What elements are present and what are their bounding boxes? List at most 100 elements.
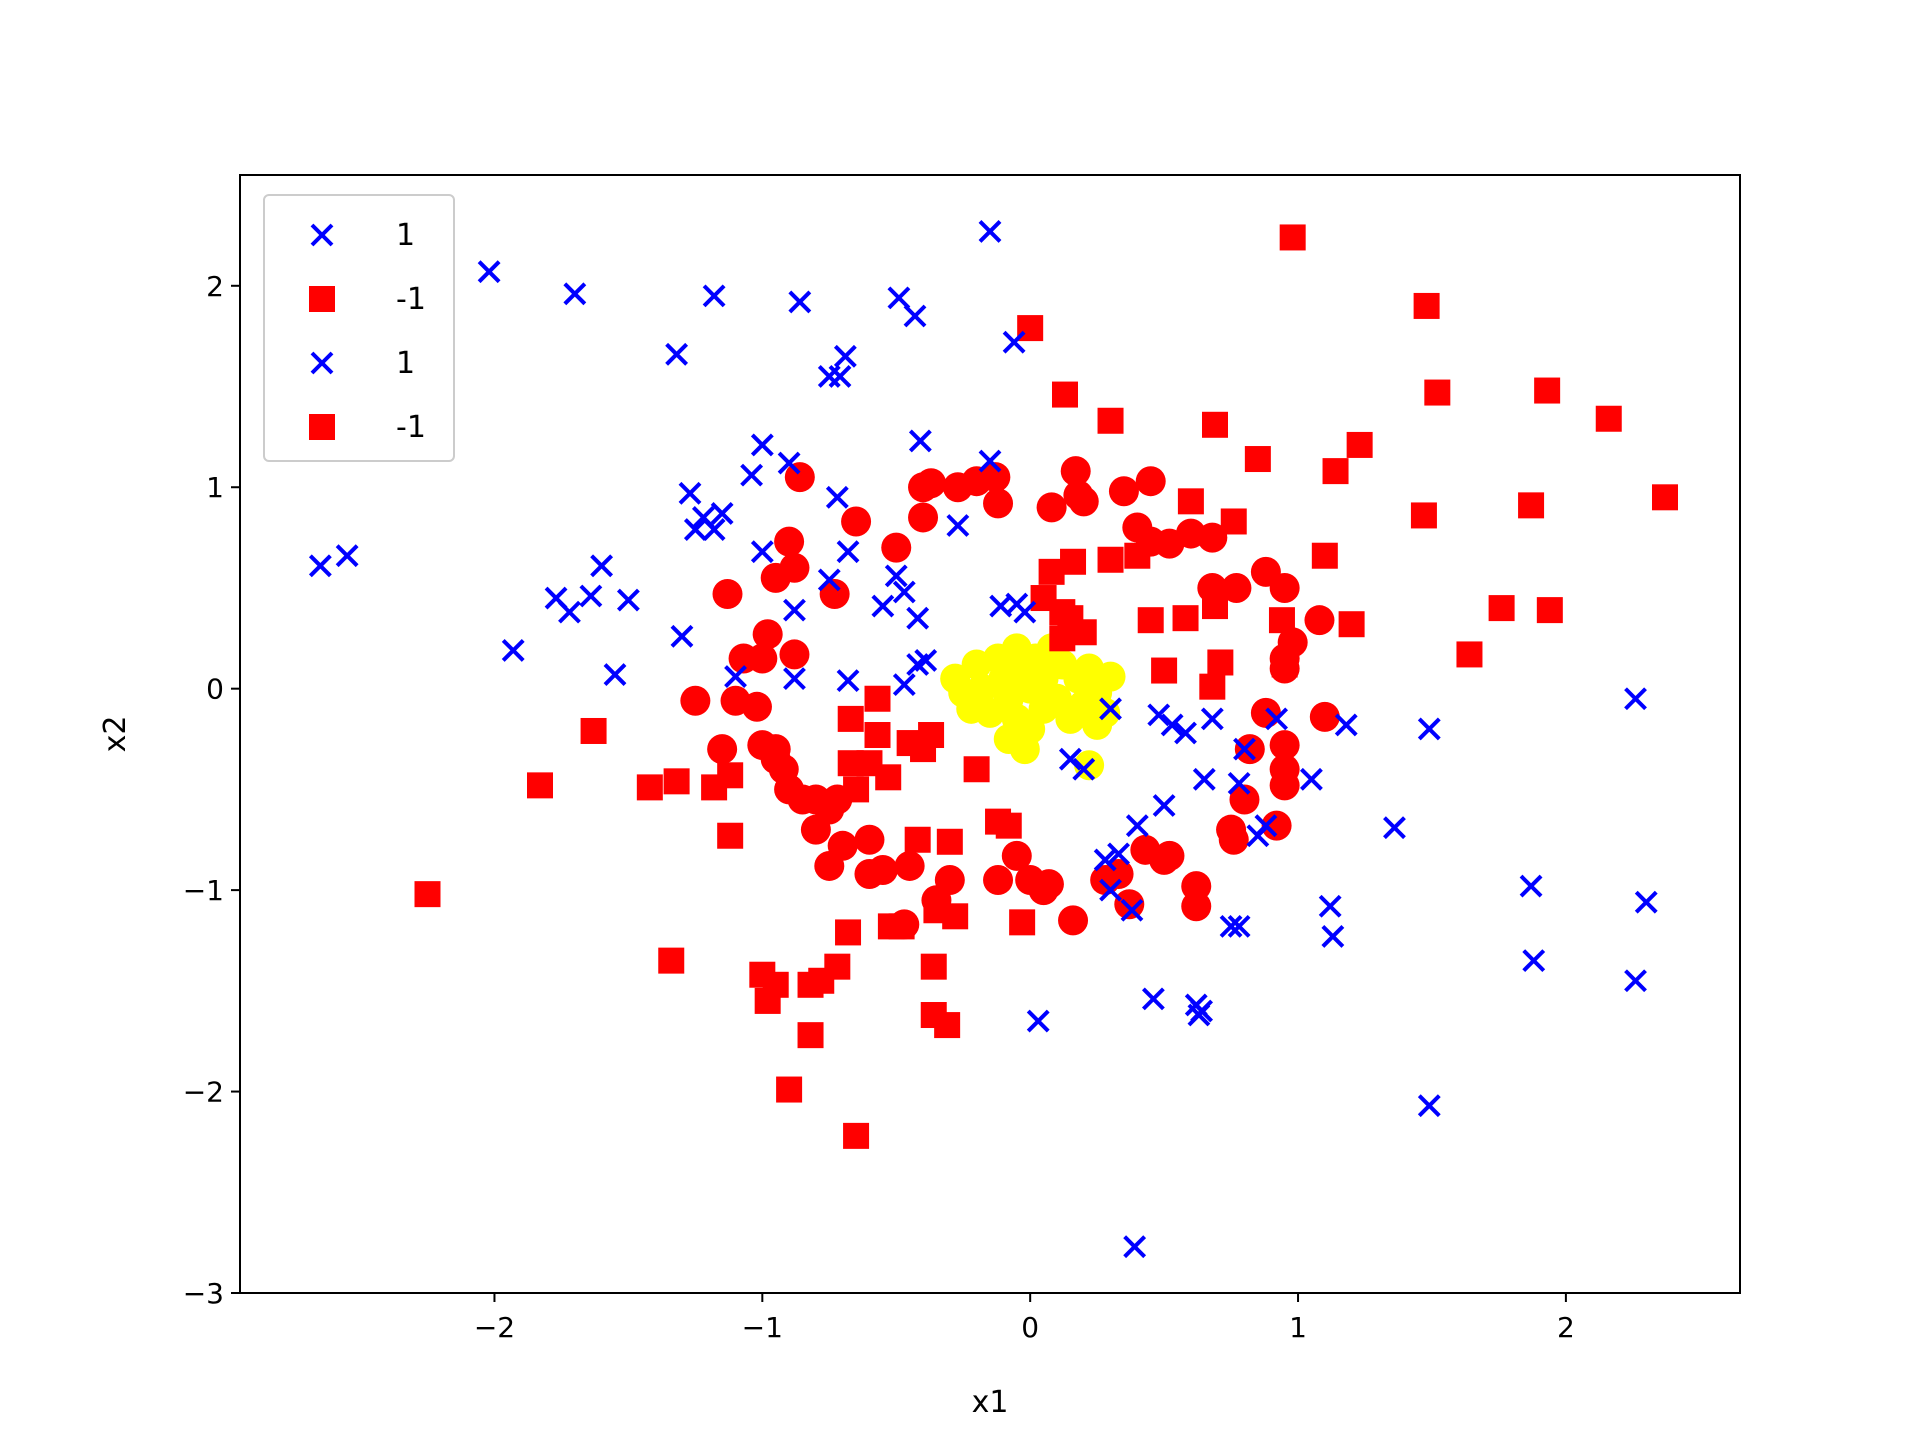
- data-point-circle: [741, 691, 772, 722]
- data-point-cross: [1174, 721, 1197, 745]
- data-point-cross: [501, 638, 525, 662]
- data-point-circle: [1033, 869, 1064, 900]
- data-point-circle: [712, 578, 743, 609]
- data-point-square: [527, 772, 553, 799]
- data-point-circle: [1108, 476, 1139, 507]
- data-point-cross: [724, 665, 747, 689]
- data-point-circle: [1001, 840, 1032, 871]
- data-point-square: [1456, 641, 1483, 668]
- data-point-circle: [752, 619, 783, 650]
- data-point-cross: [1107, 842, 1130, 866]
- data-point-square: [717, 762, 744, 789]
- x-tick-label: 2: [1557, 1311, 1575, 1344]
- x-tick-label: 1: [1289, 1311, 1307, 1344]
- data-point-cross: [1227, 914, 1251, 938]
- data-point-cross: [1099, 697, 1122, 721]
- data-point-circle: [707, 734, 738, 765]
- legend-box: [263, 194, 455, 462]
- data-point-square: [1244, 446, 1271, 473]
- data-point-cross: [678, 481, 702, 505]
- data-point-square: [797, 1022, 824, 1049]
- data-point-cross: [871, 594, 895, 618]
- data-point-square: [875, 764, 902, 791]
- data-point-circle: [1181, 871, 1212, 902]
- data-point-circle: [1060, 456, 1091, 487]
- data-point-cross: [828, 365, 852, 388]
- data-point-circle: [827, 830, 858, 861]
- data-point-cross: [1417, 717, 1441, 741]
- data-point-cross: [477, 260, 501, 284]
- data-point-cross: [616, 588, 640, 612]
- data-point-cross: [1152, 794, 1176, 817]
- data-point-square: [1052, 381, 1078, 408]
- data-point-square: [1151, 657, 1178, 684]
- data-point-cross: [978, 449, 1002, 473]
- data-point-cross: [590, 554, 614, 578]
- x-tick-label: 0: [1021, 1311, 1039, 1344]
- data-point-cross: [825, 485, 849, 509]
- data-point-cross: [892, 580, 916, 604]
- data-point-yellow-circle: [956, 693, 987, 724]
- data-point-square: [995, 812, 1022, 839]
- y-axis-label: x2: [98, 716, 133, 753]
- data-point-square: [1049, 625, 1076, 652]
- data-point-square: [1488, 595, 1515, 622]
- data-point-square: [1271, 651, 1298, 678]
- data-point-circle: [1309, 701, 1340, 732]
- data-point-square: [837, 705, 864, 732]
- data-point-circle: [1229, 784, 1260, 815]
- data-point-cross: [1383, 816, 1406, 840]
- data-point-square: [1338, 611, 1365, 638]
- legend-marker: [310, 223, 334, 247]
- data-point-square: [936, 828, 963, 855]
- data-point-cross: [1227, 771, 1251, 795]
- data-point-square: [1346, 431, 1373, 458]
- data-point-square: [1220, 508, 1247, 535]
- data-point-square: [1124, 542, 1151, 569]
- data-point-yellow-circle: [1095, 661, 1126, 692]
- data-point-circle: [1221, 572, 1252, 603]
- data-point-square: [1097, 407, 1124, 434]
- data-point-circle: [680, 685, 711, 716]
- data-point-cross: [1200, 707, 1224, 731]
- data-point-cross: [1120, 898, 1144, 922]
- data-point-circle: [728, 643, 759, 674]
- data-point-square: [580, 717, 607, 744]
- x-tick-label: −2: [474, 1311, 515, 1344]
- legend-label: 1: [396, 218, 415, 253]
- data-point-square: [1207, 649, 1234, 676]
- data-point-square: [1137, 607, 1164, 634]
- data-point-circle: [894, 850, 925, 881]
- data-point-cross: [683, 518, 707, 541]
- data-point-square: [864, 685, 891, 712]
- data-point-cross: [740, 463, 764, 487]
- data-point-square: [1424, 379, 1451, 406]
- y-tick-label: 1: [206, 471, 224, 504]
- data-point-cross: [1072, 757, 1096, 781]
- data-point-cross: [1190, 999, 1214, 1023]
- data-point-cross: [884, 564, 908, 588]
- data-point-circle: [854, 824, 885, 855]
- data-point-cross: [750, 540, 774, 564]
- data-point-cross: [665, 342, 689, 366]
- plot-marks: [308, 219, 1678, 1259]
- data-point-cross: [308, 554, 332, 578]
- data-point-cross: [903, 304, 927, 328]
- data-point-square: [835, 919, 862, 946]
- data-point-circle: [1269, 730, 1300, 761]
- data-point-square: [888, 913, 915, 940]
- data-point-square: [754, 987, 781, 1014]
- data-point-square: [1177, 488, 1204, 515]
- data-point-cross: [906, 606, 930, 630]
- data-point-square: [1202, 411, 1228, 438]
- data-point-circle: [1058, 905, 1089, 936]
- data-point-circle: [867, 854, 898, 885]
- legend-label: -1: [396, 410, 426, 445]
- data-point-square: [918, 722, 945, 749]
- data-point-square: [1534, 377, 1561, 404]
- legend-marker: [309, 286, 335, 312]
- data-point-cross: [579, 584, 603, 608]
- data-point-cross: [788, 290, 812, 314]
- data-point-cross: [750, 433, 774, 457]
- data-point-cross: [1634, 890, 1658, 914]
